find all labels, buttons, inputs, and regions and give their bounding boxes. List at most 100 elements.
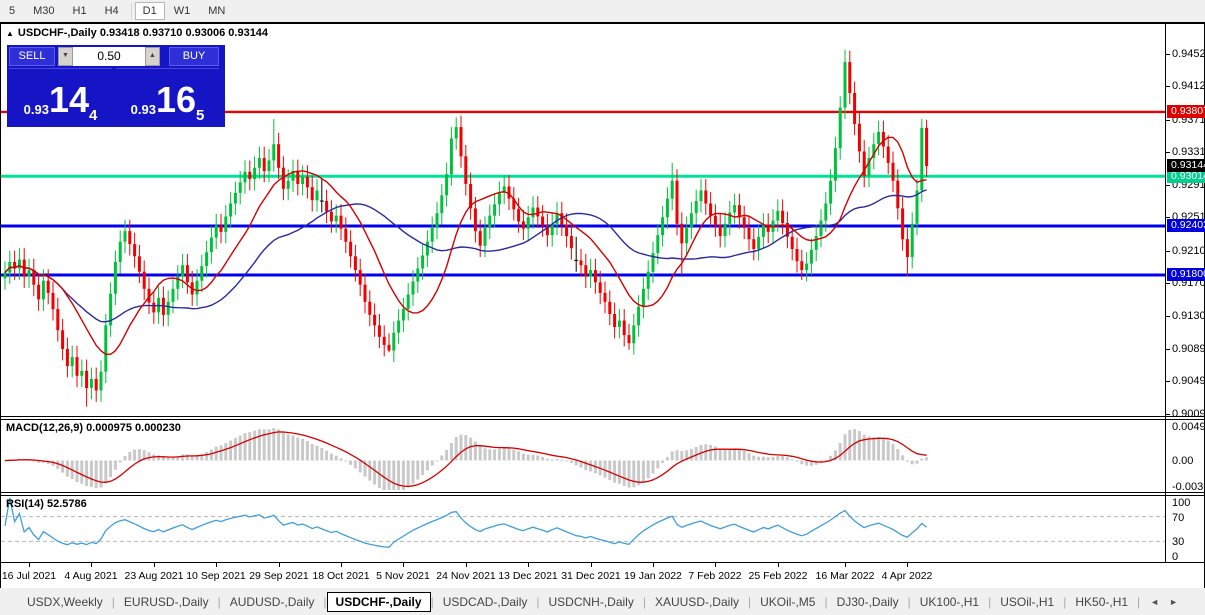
macd-histogram-bar[interactable]: [416, 460, 420, 480]
candle-body[interactable]: [560, 213, 564, 225]
candle-body[interactable]: [584, 265, 588, 277]
candle-body[interactable]: [685, 227, 689, 244]
candle-body[interactable]: [507, 186, 511, 199]
chart-tab-usdchf-daily[interactable]: USDCHF-,Daily: [326, 591, 431, 612]
candle-body[interactable]: [75, 357, 79, 376]
candle-body[interactable]: [877, 132, 881, 145]
candle-body[interactable]: [790, 236, 794, 249]
macd-histogram-bar[interactable]: [560, 459, 564, 461]
macd-histogram-bar[interactable]: [166, 457, 170, 461]
macd-histogram-bar[interactable]: [224, 443, 228, 461]
chart-tab-hk50-h1[interactable]: HK50-,H1: [1075, 594, 1129, 609]
candle-body[interactable]: [142, 271, 146, 289]
macd-histogram-bar[interactable]: [171, 457, 175, 461]
candle-body[interactable]: [512, 198, 516, 210]
macd-histogram-bar[interactable]: [65, 460, 69, 477]
macd-histogram-bar[interactable]: [277, 429, 281, 461]
macd-histogram-bar[interactable]: [713, 446, 717, 461]
candle-body[interactable]: [406, 294, 410, 310]
candle-body[interactable]: [99, 371, 103, 391]
macd-histogram-bar[interactable]: [848, 429, 852, 461]
candle-body[interactable]: [464, 156, 468, 184]
candle-body[interactable]: [670, 180, 674, 199]
candle-body[interactable]: [627, 335, 631, 344]
candle-body[interactable]: [291, 171, 295, 181]
candle-body[interactable]: [229, 203, 233, 217]
candle-body[interactable]: [238, 182, 242, 193]
fast-ma-line[interactable]: [4, 136, 927, 355]
chart-tab-usdx-weekly[interactable]: USDX,Weekly: [27, 594, 103, 609]
collapse-triangle-icon[interactable]: ▲: [6, 29, 14, 38]
macd-histogram-bar[interactable]: [61, 460, 65, 473]
candle-body[interactable]: [262, 158, 266, 171]
macd-histogram-bar[interactable]: [886, 440, 890, 461]
macd-histogram-bar[interactable]: [857, 431, 861, 461]
macd-histogram-bar[interactable]: [75, 460, 79, 483]
candle-body[interactable]: [195, 280, 199, 295]
macd-histogram-bar[interactable]: [214, 446, 218, 461]
candle-body[interactable]: [349, 241, 353, 257]
candle-body[interactable]: [915, 190, 919, 224]
candle-body[interactable]: [281, 167, 285, 189]
macd-histogram-bar[interactable]: [56, 460, 60, 469]
candle-body[interactable]: [94, 379, 98, 391]
macd-histogram-bar[interactable]: [805, 460, 809, 466]
candle-body[interactable]: [469, 184, 473, 209]
candle-body[interactable]: [205, 252, 209, 266]
candle-body[interactable]: [656, 235, 660, 254]
macd-histogram-bar[interactable]: [329, 453, 333, 461]
macd-histogram-bar[interactable]: [737, 449, 741, 461]
candle-body[interactable]: [613, 314, 617, 327]
candle-body[interactable]: [358, 270, 362, 285]
candle-body[interactable]: [185, 265, 189, 283]
macd-histogram-bar[interactable]: [32, 460, 36, 462]
macd-histogram-bar[interactable]: [459, 434, 463, 461]
candle-body[interactable]: [224, 216, 228, 232]
macd-histogram-bar[interactable]: [627, 460, 631, 488]
macd-histogram-bar[interactable]: [353, 460, 357, 469]
timeframe-button-mn[interactable]: MN: [208, 4, 226, 17]
candle-body[interactable]: [32, 270, 36, 285]
macd-histogram-bar[interactable]: [526, 454, 530, 461]
rsi-line[interactable]: [4, 497, 928, 548]
macd-histogram-bar[interactable]: [488, 449, 492, 461]
candle-body[interactable]: [339, 215, 343, 229]
candle-body[interactable]: [329, 211, 333, 222]
macd-histogram-bar[interactable]: [387, 460, 391, 491]
candle-body[interactable]: [214, 225, 218, 238]
macd-histogram-bar[interactable]: [368, 460, 372, 481]
chart-tab-ukoil-m5[interactable]: UKOil-,M5: [760, 594, 816, 609]
macd-histogram-bar[interactable]: [613, 460, 617, 483]
date-axis[interactable]: 16 Jul 2021 4 Aug 2021 23 Aug 2021 10 Sep 2…: [1, 562, 1204, 589]
candle-body[interactable]: [488, 215, 492, 228]
candle-body[interactable]: [536, 207, 540, 217]
candle-body[interactable]: [622, 320, 626, 336]
candle-body[interactable]: [550, 223, 554, 236]
candle-body[interactable]: [689, 213, 693, 228]
candle-body[interactable]: [819, 220, 823, 236]
macd-histogram-bar[interactable]: [454, 436, 458, 461]
candle-body[interactable]: [37, 284, 41, 300]
candle-body[interactable]: [838, 107, 842, 149]
candle-body[interactable]: [13, 262, 17, 269]
macd-histogram-bar[interactable]: [877, 436, 881, 461]
macd-histogram-bar[interactable]: [421, 460, 425, 476]
candle-body[interactable]: [555, 213, 559, 224]
timeframe-button-h4[interactable]: H4: [104, 4, 119, 17]
macd-histogram-bar[interactable]: [665, 457, 669, 461]
macd-histogram-bar[interactable]: [267, 429, 271, 461]
candle-body[interactable]: [310, 187, 314, 201]
macd-histogram-bar[interactable]: [483, 448, 487, 461]
macd-histogram-bar[interactable]: [291, 435, 295, 461]
macd-histogram-bar[interactable]: [469, 437, 473, 461]
candle-body[interactable]: [166, 301, 170, 315]
macd-histogram-bar[interactable]: [785, 457, 789, 461]
macd-histogram-bar[interactable]: [310, 444, 314, 461]
macd-histogram-bar[interactable]: [281, 432, 285, 461]
macd-histogram-bar[interactable]: [257, 429, 261, 461]
candle-body[interactable]: [901, 208, 905, 240]
macd-histogram-bar[interactable]: [809, 460, 813, 466]
macd-histogram-bar[interactable]: [603, 460, 607, 478]
macd-histogram-bar[interactable]: [675, 450, 679, 461]
macd-histogram-bar[interactable]: [320, 448, 324, 461]
